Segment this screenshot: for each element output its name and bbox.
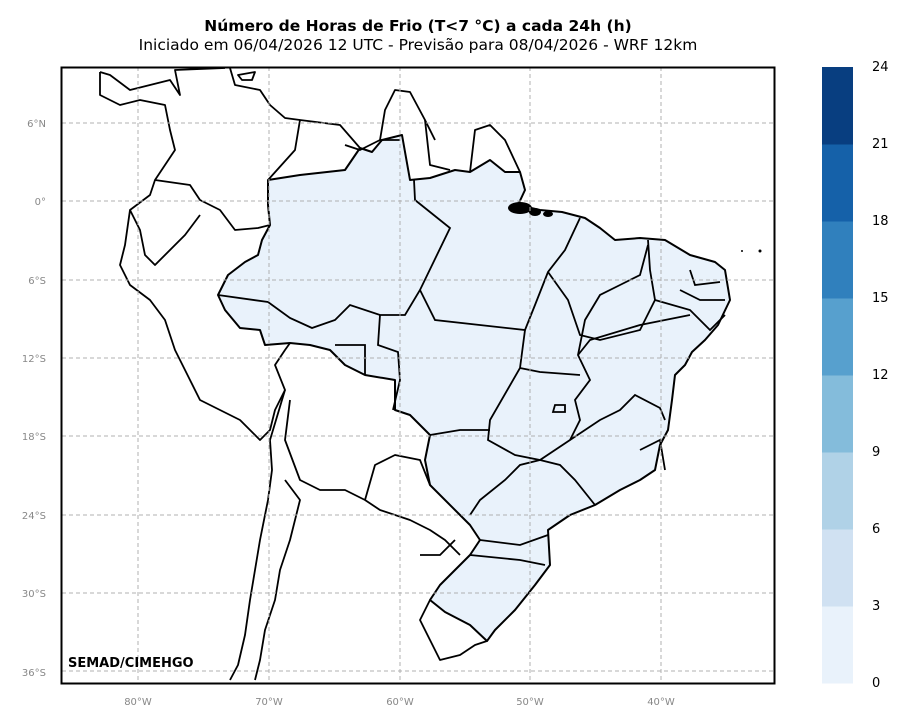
lon-tick: 60°W: [386, 697, 414, 708]
colorbar-segment: [822, 221, 853, 299]
colorbar-tick: 15: [872, 291, 889, 306]
colorbar-tick: 18: [872, 214, 889, 229]
colorbar-tick: 3: [872, 599, 881, 614]
lat-tick: 0°: [35, 197, 46, 208]
colorbar-segment: [822, 67, 853, 145]
amazon-delta-islands: [508, 202, 762, 253]
colorbar-tick: 21: [872, 137, 889, 152]
map-frame: [60, 66, 776, 685]
state-borders: [217, 179, 726, 566]
neighbor-borders: [99, 67, 521, 681]
lat-tick: 36°S: [22, 668, 46, 679]
lat-tick-labels: 6°N 0° 6°S 12°S 18°S 24°S 30°S 36°S: [22, 119, 46, 679]
colorbar-segment: [822, 606, 853, 684]
chart-subtitle: Iniciado em 06/04/2026 12 UTC - Previsão…: [138, 36, 698, 54]
colorbar-segment: [822, 375, 853, 453]
colorbar-segment: [822, 529, 853, 607]
lat-tick: 24°S: [22, 511, 46, 522]
colorbar-tick: 9: [872, 445, 881, 460]
colorbar-tick: 12: [872, 368, 889, 383]
lon-tick-labels: 80°W 70°W 60°W 50°W 40°W: [124, 697, 675, 708]
lat-tick: 6°N: [27, 119, 46, 130]
colorbar-tick: 6: [872, 522, 881, 537]
lon-tick: 50°W: [516, 697, 544, 708]
colorbar: [822, 67, 853, 684]
lon-tick: 40°W: [647, 697, 675, 708]
colorbar-tick: 24: [872, 60, 889, 75]
credit-label: SEMAD/CIMEHGO: [68, 656, 194, 671]
chart-title: Número de Horas de Frio (T<7 °C) a cada …: [204, 17, 632, 35]
colorbar-tick: 0: [872, 676, 881, 691]
lat-tick: 30°S: [22, 589, 46, 600]
colorbar-segment: [822, 298, 853, 376]
lat-tick: 18°S: [22, 432, 46, 443]
gridlines: [62, 67, 774, 683]
lat-tick: 12°S: [22, 354, 46, 365]
lon-tick: 80°W: [124, 697, 152, 708]
brazil-country-shape: [217, 134, 731, 642]
lat-tick: 6°S: [28, 276, 46, 287]
colorbar-segment: [822, 452, 853, 530]
lon-tick: 70°W: [255, 697, 283, 708]
colorbar-segment: [822, 144, 853, 222]
